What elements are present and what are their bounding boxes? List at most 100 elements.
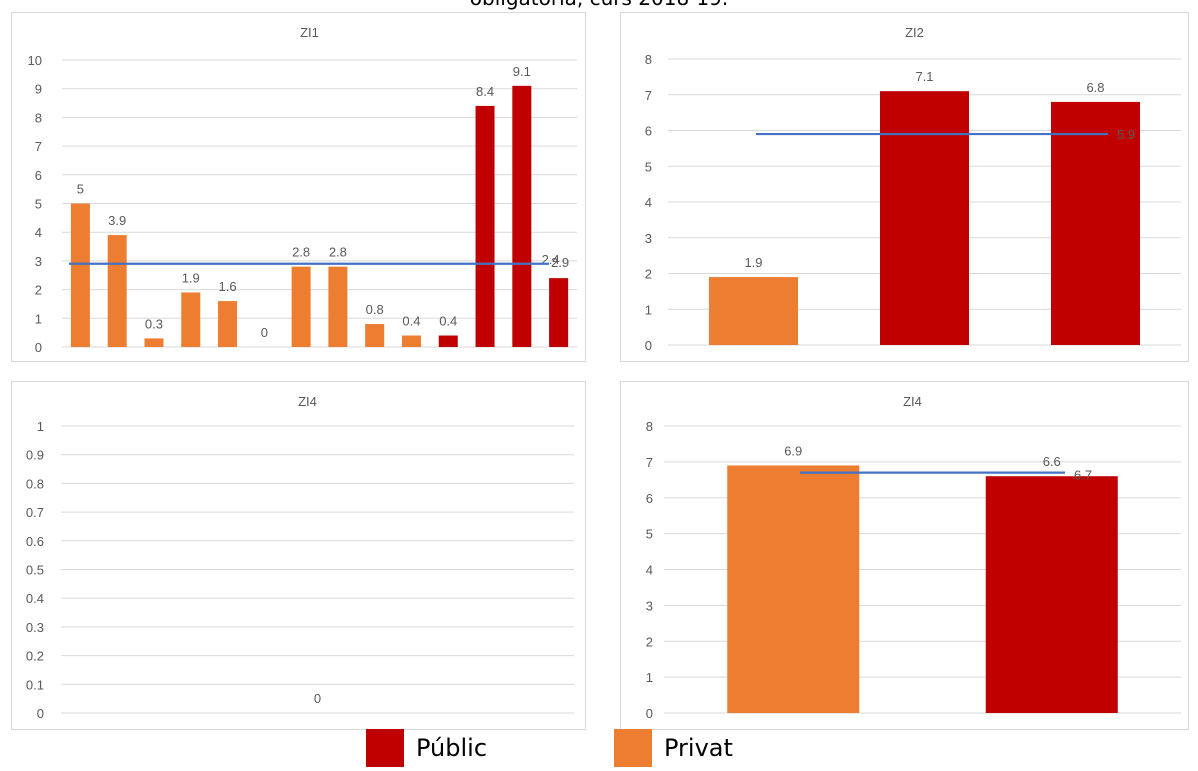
data-label: 2.8 bbox=[329, 245, 347, 260]
data-label: 9.1 bbox=[513, 64, 531, 79]
legend-label-private: Privat bbox=[664, 734, 733, 762]
legend-item-public: Públic bbox=[366, 726, 487, 770]
chart-zi2: ZI2 0 1 2 3 4 5 6 7 8 1.9 7.1 6.8 5.9 bbox=[620, 12, 1189, 362]
y-tick-label: 6 bbox=[646, 491, 653, 506]
y-tick-label: 1 bbox=[37, 419, 44, 434]
y-tick-label: 0.6 bbox=[26, 534, 44, 549]
y-tick-label: 0.9 bbox=[26, 448, 44, 463]
chart-zi1: ZI1 0 1 2 3 4 5 6 7 8 9 10 5 3.9 0.3 1.9 1.6 0 2.8 2.8 0.8 0.… bbox=[11, 12, 586, 362]
y-tick-label: 5 bbox=[646, 527, 653, 542]
data-label: 0 bbox=[314, 691, 321, 706]
bar-private bbox=[181, 292, 201, 347]
data-label: 0.3 bbox=[145, 316, 163, 331]
y-tick-label: 2 bbox=[645, 267, 652, 282]
y-tick-label: 5 bbox=[645, 159, 652, 174]
chart-title: ZI1 bbox=[300, 25, 319, 40]
legend-item-private: Privat bbox=[614, 726, 733, 770]
data-label: 0.4 bbox=[402, 314, 420, 329]
chart-zi1-svg: ZI1 0 1 2 3 4 5 6 7 8 9 10 5 3.9 0.3 1.9 1.6 0 2.8 2.8 0.8 0.… bbox=[28, 25, 577, 355]
data-label: 0.4 bbox=[439, 314, 457, 329]
y-tick-label: 9 bbox=[35, 82, 42, 97]
mean-label: 6.7 bbox=[1074, 468, 1092, 483]
y-tick-label: 0.3 bbox=[26, 620, 44, 635]
y-tick-label: 3 bbox=[35, 254, 42, 269]
y-tick-label: 4 bbox=[646, 563, 653, 578]
bar-private bbox=[218, 301, 238, 347]
chart-title: ZI4 bbox=[903, 394, 922, 409]
bar-private bbox=[291, 266, 311, 347]
bar-private bbox=[70, 203, 90, 347]
bar-public bbox=[438, 335, 458, 347]
y-tick-label: 6 bbox=[35, 168, 42, 183]
mean-label: 2.9 bbox=[551, 255, 569, 270]
data-label: 6.8 bbox=[1086, 80, 1104, 95]
legend-label-public: Públic bbox=[416, 734, 488, 762]
y-tick-label: 2 bbox=[646, 634, 653, 649]
y-tick-label: 0 bbox=[645, 338, 652, 353]
y-tick-label: 1 bbox=[35, 311, 42, 326]
legend-swatch-private bbox=[614, 729, 652, 767]
data-label: 0 bbox=[261, 325, 268, 340]
y-tick-label: 1 bbox=[646, 670, 653, 685]
data-label: 2.8 bbox=[292, 245, 310, 260]
y-tick-label: 4 bbox=[35, 225, 42, 240]
y-tick-label: 8 bbox=[645, 52, 652, 67]
y-tick-label: 0.4 bbox=[26, 591, 44, 606]
y-tick-label: 3 bbox=[645, 231, 652, 246]
data-label: 6.9 bbox=[784, 443, 802, 458]
bar-public bbox=[985, 476, 1118, 713]
y-tick-label: 0.2 bbox=[26, 649, 44, 664]
y-tick-label: 8 bbox=[35, 110, 42, 125]
data-label: 0.8 bbox=[366, 302, 384, 317]
mean-label: 5.9 bbox=[1117, 127, 1135, 142]
y-tick-label: 7 bbox=[35, 139, 42, 154]
legend: Públic Privat bbox=[0, 726, 1198, 770]
bar-private bbox=[107, 235, 127, 347]
data-label: 1.9 bbox=[182, 270, 200, 285]
y-tick-label: 10 bbox=[28, 53, 42, 68]
data-label: 8.4 bbox=[476, 84, 494, 99]
bar-private bbox=[709, 277, 798, 345]
y-tick-label: 0 bbox=[37, 706, 44, 721]
y-tick-label: 1 bbox=[645, 302, 652, 317]
y-tick-label: 0.1 bbox=[26, 677, 44, 692]
bar-public bbox=[1051, 101, 1140, 346]
y-tick-label: 8 bbox=[646, 419, 653, 434]
y-tick-label: 4 bbox=[645, 195, 652, 210]
bar-private bbox=[727, 465, 860, 713]
data-label: 7.1 bbox=[915, 69, 933, 84]
y-tick-label: 3 bbox=[646, 598, 653, 613]
chart-zi4-empty: ZI4 0 0.1 0.2 0.3 0.4 0.5 0.6 0.7 0.8 0.9 1 0 bbox=[11, 381, 586, 730]
y-tick-label: 7 bbox=[646, 455, 653, 470]
data-label: 1.6 bbox=[218, 279, 236, 294]
bar-public bbox=[880, 91, 969, 345]
bar-public bbox=[475, 105, 495, 347]
chart-zi4-empty-svg: ZI4 0 0.1 0.2 0.3 0.4 0.5 0.6 0.7 0.8 0.9 1 0 bbox=[26, 394, 574, 721]
data-label: 3.9 bbox=[108, 213, 126, 228]
y-tick-label: 6 bbox=[645, 124, 652, 139]
data-label: 5 bbox=[77, 182, 84, 197]
chart-zi2-svg: ZI2 0 1 2 3 4 5 6 7 8 1.9 7.1 6.8 5.9 bbox=[645, 25, 1181, 353]
y-tick-label: 5 bbox=[35, 197, 42, 212]
y-tick-label: 0.8 bbox=[26, 476, 44, 491]
legend-swatch-public bbox=[366, 729, 404, 767]
bar-public bbox=[512, 85, 532, 347]
chart-zi4: ZI4 0 1 2 3 4 5 6 7 8 6.9 6.6 6.7 bbox=[620, 381, 1189, 730]
data-label: 1.9 bbox=[744, 255, 762, 270]
bar-private bbox=[144, 338, 164, 347]
chart-title: ZI4 bbox=[298, 394, 317, 409]
bar-private bbox=[401, 335, 421, 347]
y-tick-label: 7 bbox=[645, 88, 652, 103]
bar-private bbox=[328, 266, 348, 347]
y-tick-label: 0.7 bbox=[26, 505, 44, 520]
chart-title: ZI2 bbox=[905, 25, 924, 40]
chart-zi4-svg: ZI4 0 1 2 3 4 5 6 7 8 6.9 6.6 6.7 bbox=[646, 394, 1181, 721]
y-tick-label: 0 bbox=[35, 340, 42, 355]
figure-caption: obligatoria, curs 2018-19. bbox=[0, 0, 1198, 10]
y-tick-label: 2 bbox=[35, 283, 42, 298]
y-tick-label: 0.5 bbox=[26, 563, 44, 578]
y-tick-label: 0 bbox=[646, 706, 653, 721]
bar-private bbox=[365, 324, 385, 347]
data-label: 6.6 bbox=[1043, 454, 1061, 469]
bar-public bbox=[549, 278, 569, 347]
